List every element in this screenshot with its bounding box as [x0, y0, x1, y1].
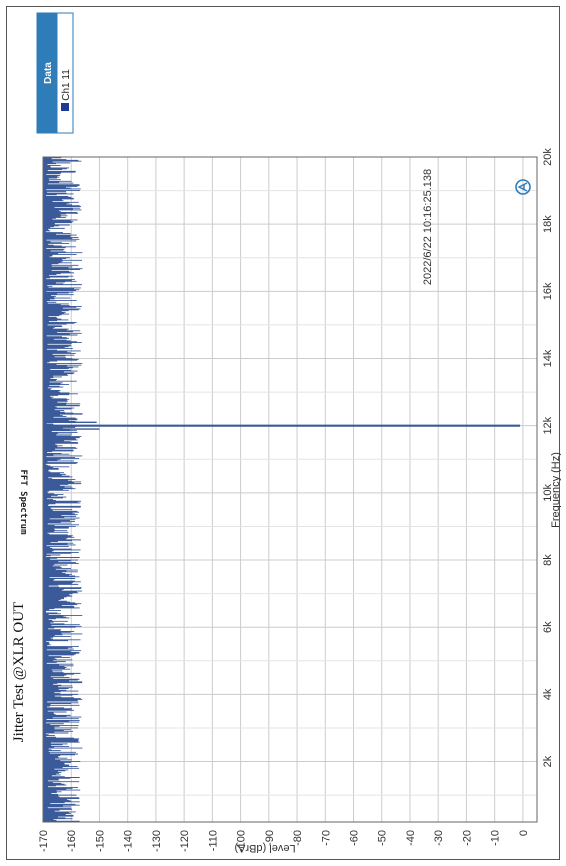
x-tick-label: 16k: [542, 282, 554, 300]
y-tick-label: -60: [349, 830, 361, 846]
y-tick-label: -50: [377, 830, 389, 846]
y-tick-label: -140: [123, 830, 135, 852]
fft-chart: 0 -10 -20 -30 -40 -50 -60 -70 -80 -90 -100 -110 -120…: [11, 12, 561, 854]
x-tick-label: 10k: [542, 483, 554, 501]
y-axis-title: Level (dBrA): [234, 842, 295, 854]
y-tick-label: -30: [433, 830, 445, 846]
legend: Data Ch1 11: [36, 12, 74, 134]
x-tick-label: 6k: [542, 621, 554, 633]
x-tick-label: 2k: [542, 755, 554, 767]
x-tick-label: 20k: [542, 148, 554, 166]
y-tick-label: -90: [264, 830, 276, 846]
legend-title: Data: [43, 62, 54, 84]
x-tick-labels: 2k 4k 6k 8k 10k 12k 14k 16k 18k 20k: [542, 148, 554, 768]
chart-subtitle: Jitter Test @XLR OUT: [11, 602, 27, 742]
y-tick-label: -70: [320, 830, 332, 846]
y-tick-label: 0: [518, 830, 530, 836]
y-tick-label: -10: [490, 830, 502, 846]
y-tick-labels: 0 -10 -20 -30 -40 -50 -60 -70 -80 -90 -100 -110 -120…: [38, 830, 530, 852]
x-tick-label: 18k: [542, 215, 554, 233]
x-tick-label: 12k: [542, 416, 554, 434]
noise-floor-trace: [43, 156, 83, 823]
x-tick-label: 14k: [542, 349, 554, 367]
chart-title: FFT Spectrum: [18, 469, 28, 535]
y-tick-label: -80: [292, 830, 304, 846]
y-tick-label: -110: [207, 830, 219, 851]
grid-lines: [42, 156, 537, 822]
y-tick-label: -120: [179, 830, 191, 852]
x-axis-title: Frequency (Hz): [550, 452, 561, 528]
timestamp: 2022/6/22 10:16:25.138: [422, 169, 434, 285]
y-tick-label: -130: [151, 830, 163, 852]
x-tick-label: 4k: [542, 688, 554, 700]
y-tick-label: -20: [461, 830, 473, 846]
x-tick-label: 8k: [542, 554, 554, 566]
y-tick-label: -150: [94, 830, 106, 852]
chart-frame: 0 -10 -20 -30 -40 -50 -60 -70 -80 -90 -100 -110 -120…: [6, 6, 561, 860]
ap-logo-icon: [515, 179, 531, 195]
legend-entry-label: Ch1 11: [61, 69, 72, 101]
plot-border: [42, 156, 538, 823]
y-tick-label: -170: [38, 830, 50, 852]
y-tick-label: -160: [66, 830, 78, 852]
y-tick-label: -40: [405, 830, 417, 846]
spectrum-trace-layer: [43, 156, 521, 823]
legend-swatch: [61, 103, 69, 111]
y-tick-label: -100: [236, 830, 248, 852]
